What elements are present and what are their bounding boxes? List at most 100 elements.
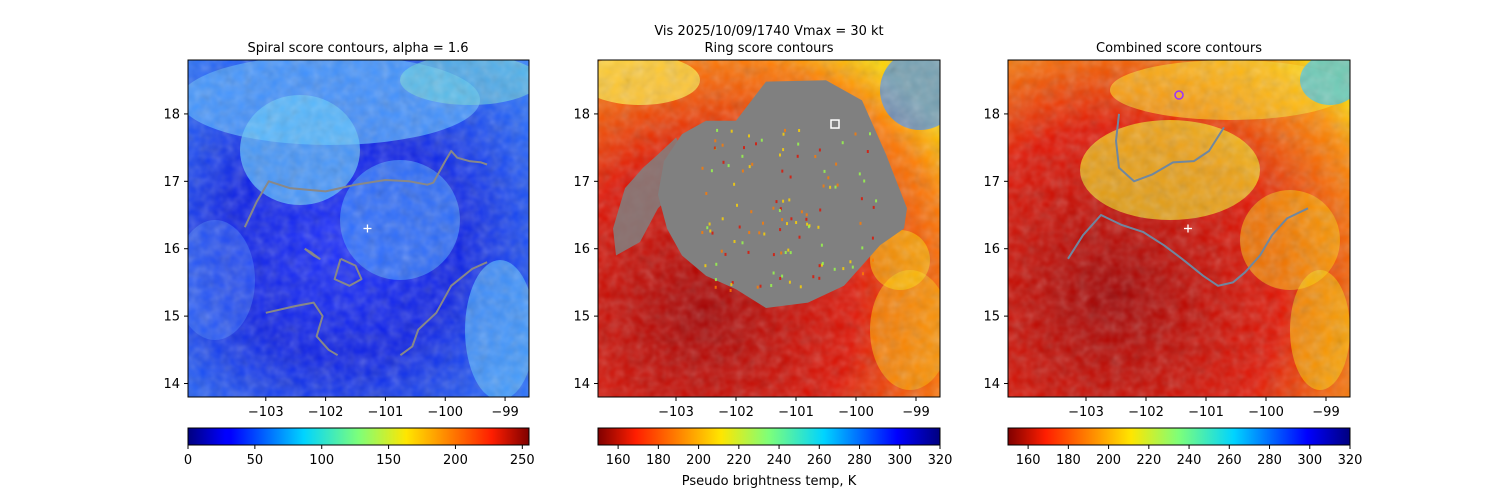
mask-speckle xyxy=(772,253,775,257)
mask-speckle xyxy=(731,281,734,285)
mask-speckle xyxy=(858,172,861,176)
mask-speckle xyxy=(762,221,764,225)
mask-speckle xyxy=(788,280,791,284)
mask-speckle xyxy=(822,184,825,188)
ytick-label: 17 xyxy=(163,175,180,190)
mask-speckle xyxy=(797,142,800,146)
xtick-label: −101 xyxy=(368,405,404,420)
axis-ticks: 14 15 16 17 18 −103 −102 −101 −100 −99 xyxy=(983,107,1339,420)
mask-speckle xyxy=(851,265,854,269)
mask-speckle xyxy=(722,160,725,164)
panel-combined: Combined score contours 14 15 16 17 18 −103 −1… xyxy=(983,41,1351,420)
xtick-label: −102 xyxy=(1128,405,1164,420)
mask-speckle xyxy=(784,128,786,132)
ytick-label: 16 xyxy=(983,242,1000,257)
mask-speckle xyxy=(755,142,757,146)
axis-ticks: 14 15 16 17 18 −103 −102 −101 −100 −99 xyxy=(573,107,929,420)
mask-speckle xyxy=(714,139,717,143)
ytick-label: 17 xyxy=(573,175,590,190)
axis-ticks: 14 15 16 17 18 −103 −102 −101 −100 −99 xyxy=(163,107,518,420)
colorbar-tick-label: 320 xyxy=(1338,453,1363,468)
mask-speckle xyxy=(714,278,717,282)
mask-speckle xyxy=(796,154,799,158)
mask-speckle xyxy=(827,176,830,180)
mask-speckle xyxy=(748,231,751,234)
mask-speckle xyxy=(704,264,707,268)
colorbar-tick-label: 200 xyxy=(1096,453,1121,468)
colorbar-tick-label: 200 xyxy=(443,453,468,468)
ytick-label: 18 xyxy=(163,107,180,122)
colorbar-tick-label: 260 xyxy=(1217,453,1242,468)
mask-speckle xyxy=(859,221,862,225)
mask-speckle xyxy=(835,162,838,166)
mask-speckle xyxy=(841,141,844,145)
mask-speckle xyxy=(862,272,864,276)
mask-speckle xyxy=(782,199,785,203)
mask-speckle xyxy=(709,229,712,233)
colorbar-gradient xyxy=(187,427,530,446)
mask-speckle xyxy=(706,226,709,230)
mask-speckle xyxy=(733,182,736,186)
contour-line xyxy=(1115,113,1225,183)
colorbar-tick-label: 180 xyxy=(646,453,671,468)
center-marker xyxy=(1184,224,1192,233)
mask-speckle xyxy=(786,222,788,226)
mask-speckle xyxy=(779,207,782,211)
mask-speckle xyxy=(788,198,791,202)
mask-speckle xyxy=(782,132,785,136)
mask-speckle xyxy=(789,251,792,255)
mask-speckle xyxy=(720,249,723,253)
xtick-label: −103 xyxy=(1068,405,1104,420)
ring-mask xyxy=(613,80,907,308)
mask-speckle xyxy=(779,277,782,280)
xtick-label: −101 xyxy=(778,405,814,420)
mask-speckle xyxy=(748,134,750,138)
mask-speckle xyxy=(729,289,732,292)
mask-speckle xyxy=(817,225,820,229)
contour-line xyxy=(265,301,339,357)
mask-speckle xyxy=(875,199,878,203)
mask-speckle xyxy=(772,206,775,210)
contour-line xyxy=(304,247,321,260)
colorbar-tick-label: 200 xyxy=(686,453,711,468)
mask-speckle xyxy=(782,148,785,152)
xtick-label: −101 xyxy=(1188,405,1224,420)
mask-speckle xyxy=(730,283,733,287)
mask-speckle xyxy=(701,166,704,170)
colorbar-tick-label: 300 xyxy=(1297,453,1322,468)
mask-speckle xyxy=(716,128,719,132)
mask-speckle xyxy=(741,241,744,245)
colorbar-ring: 160 180 200 220 240 260 280 300 320 Pseudo brigh… xyxy=(597,427,952,489)
xtick-label: −102 xyxy=(718,405,754,420)
mask-region xyxy=(658,80,907,308)
mask-speckle xyxy=(741,169,744,173)
xtick-label: −100 xyxy=(838,405,874,420)
mask-speckle xyxy=(713,146,716,150)
mask-speckle xyxy=(743,146,745,150)
colorbar-tick-label: 160 xyxy=(1016,453,1041,468)
mask-speckle xyxy=(818,264,821,268)
mask-speckle xyxy=(818,148,821,152)
panel-spiral: Spiral score contours, alpha = 1.6 14151… xyxy=(163,41,530,420)
mask-speckle xyxy=(714,285,717,289)
colorbar-spiral: 0 50 100 150 200 250 xyxy=(184,427,535,468)
colorbar-ticks: 160 180 200 220 240 260 280 300 320 xyxy=(1016,445,1363,468)
noise-overlay xyxy=(1008,60,1350,397)
colorbar-ticks: 160 180 200 220 240 260 280 300 320 xyxy=(606,445,952,468)
mask-speckle xyxy=(805,217,808,221)
mask-speckle xyxy=(758,231,761,235)
mask-speckle xyxy=(763,232,766,236)
mask-speckle xyxy=(834,185,837,189)
colorbar-tick-label: 250 xyxy=(510,453,535,468)
mask-speckle xyxy=(821,261,824,265)
xtick-label: −100 xyxy=(1248,405,1284,420)
mask-speckle xyxy=(871,236,874,240)
mask-speckle xyxy=(800,210,803,214)
axes-frame xyxy=(597,59,941,398)
ytick-label: 14 xyxy=(573,377,590,392)
mask-speckle xyxy=(727,164,730,168)
colorbar-tick-label: 260 xyxy=(807,453,832,468)
colorbar-combined: 160 180 200 220 240 260 280 300 320 xyxy=(1007,427,1363,468)
mask-speckle xyxy=(778,209,781,212)
